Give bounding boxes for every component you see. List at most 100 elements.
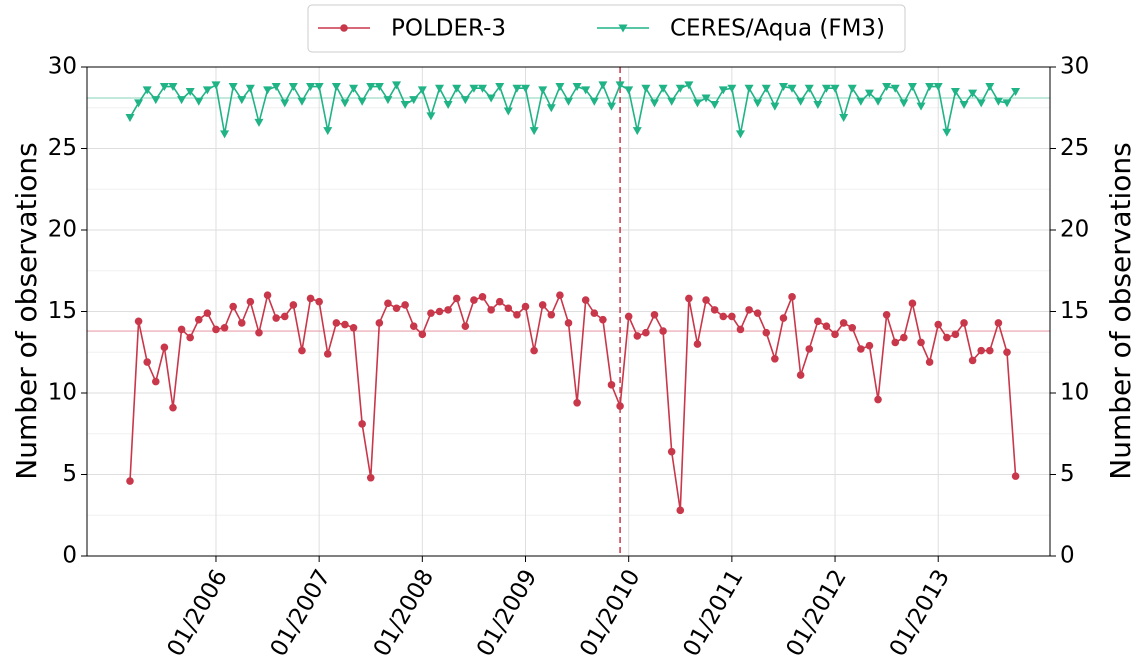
point (572, 83, 582, 92)
point (976, 99, 986, 108)
point (143, 358, 151, 366)
point (900, 333, 908, 342)
point (710, 100, 720, 109)
point (632, 127, 642, 136)
point (993, 97, 1003, 106)
point (873, 97, 883, 106)
point (168, 83, 178, 92)
point (151, 377, 160, 386)
point (951, 330, 960, 339)
point (702, 296, 710, 304)
point (503, 107, 513, 116)
point (444, 306, 452, 314)
point (933, 83, 943, 92)
point (701, 94, 711, 103)
point (211, 81, 221, 90)
point (255, 328, 263, 337)
point (735, 130, 745, 139)
point (349, 84, 359, 93)
point (427, 309, 435, 317)
point (185, 87, 195, 96)
point (547, 310, 556, 319)
point (228, 83, 238, 92)
point (607, 381, 616, 389)
point (341, 320, 349, 329)
point (736, 325, 745, 334)
point (573, 398, 581, 407)
point (478, 293, 487, 301)
point (125, 114, 135, 123)
point (306, 294, 315, 303)
point (263, 291, 272, 300)
point (469, 84, 479, 93)
point (486, 94, 496, 103)
point (263, 86, 273, 95)
point (719, 312, 728, 321)
point (727, 84, 737, 93)
legend-label: POLDER-3 (391, 16, 506, 42)
point (1011, 87, 1021, 96)
point (521, 84, 531, 93)
point (814, 317, 822, 326)
point (392, 304, 401, 313)
point (426, 112, 436, 121)
x-tick-label: 01/2010 (575, 565, 645, 661)
point (177, 96, 187, 105)
point (383, 96, 393, 105)
point (529, 127, 539, 136)
point (762, 328, 771, 337)
point (848, 324, 857, 332)
point (882, 310, 891, 319)
point (899, 99, 909, 108)
point (495, 297, 504, 306)
point (366, 83, 376, 92)
point (564, 97, 573, 106)
point (985, 83, 995, 92)
point (331, 83, 341, 92)
point (960, 319, 968, 327)
point (504, 304, 513, 313)
point (340, 24, 348, 32)
y2-tick-label: 25 (1060, 135, 1089, 161)
point (366, 473, 375, 482)
point (778, 83, 788, 92)
plot-frame (86, 66, 1051, 557)
point (357, 97, 367, 106)
point (718, 86, 728, 95)
point (134, 99, 144, 108)
point (925, 358, 934, 366)
point (891, 338, 900, 347)
point (598, 81, 608, 90)
point (1002, 99, 1012, 108)
y-tick-label: 20 (48, 217, 77, 243)
x-tick-label: 01/2007 (266, 565, 336, 661)
point (908, 299, 917, 308)
point (512, 84, 522, 93)
point (917, 338, 925, 347)
y-tick-label: 15 (48, 298, 77, 324)
point (942, 128, 952, 137)
point (659, 327, 667, 335)
point (590, 309, 599, 317)
point (272, 314, 280, 322)
point (556, 291, 564, 300)
point (822, 322, 831, 330)
point (443, 100, 453, 109)
point (212, 325, 220, 334)
point (280, 312, 289, 321)
point (186, 333, 194, 342)
y2-tick-label: 30 (1060, 54, 1089, 80)
point (546, 104, 556, 113)
point (126, 477, 134, 485)
point (581, 86, 591, 95)
point (478, 84, 488, 93)
point (332, 319, 341, 327)
point (788, 293, 796, 301)
point (1011, 472, 1020, 480)
y-tick-label: 5 (62, 461, 77, 487)
point (882, 83, 892, 92)
point (667, 447, 676, 456)
point (796, 97, 806, 106)
point (392, 81, 402, 90)
point (934, 320, 943, 329)
